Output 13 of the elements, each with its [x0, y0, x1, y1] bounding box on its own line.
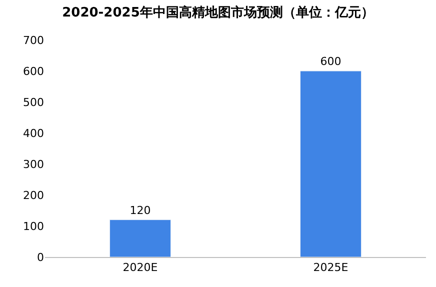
y-tick-label: 0	[37, 250, 44, 264]
y-tick-label: 600	[23, 64, 44, 78]
data-label: 120	[130, 204, 151, 217]
y-tick-label: 500	[23, 96, 44, 109]
y-tick-label: 200	[23, 188, 44, 202]
y-tick-label: 400	[23, 126, 44, 140]
x-tick-label: 2025E	[313, 261, 348, 274]
y-tick-label: 100	[23, 220, 44, 233]
chart-title: 2020-2025年中国高精地图市场预测（单位：亿元）	[62, 4, 374, 20]
y-tick-label: 300	[23, 158, 44, 171]
data-label: 600	[320, 55, 342, 68]
x-tick-label: 2020E	[122, 261, 158, 274]
y-tick-label: 700	[23, 34, 44, 47]
